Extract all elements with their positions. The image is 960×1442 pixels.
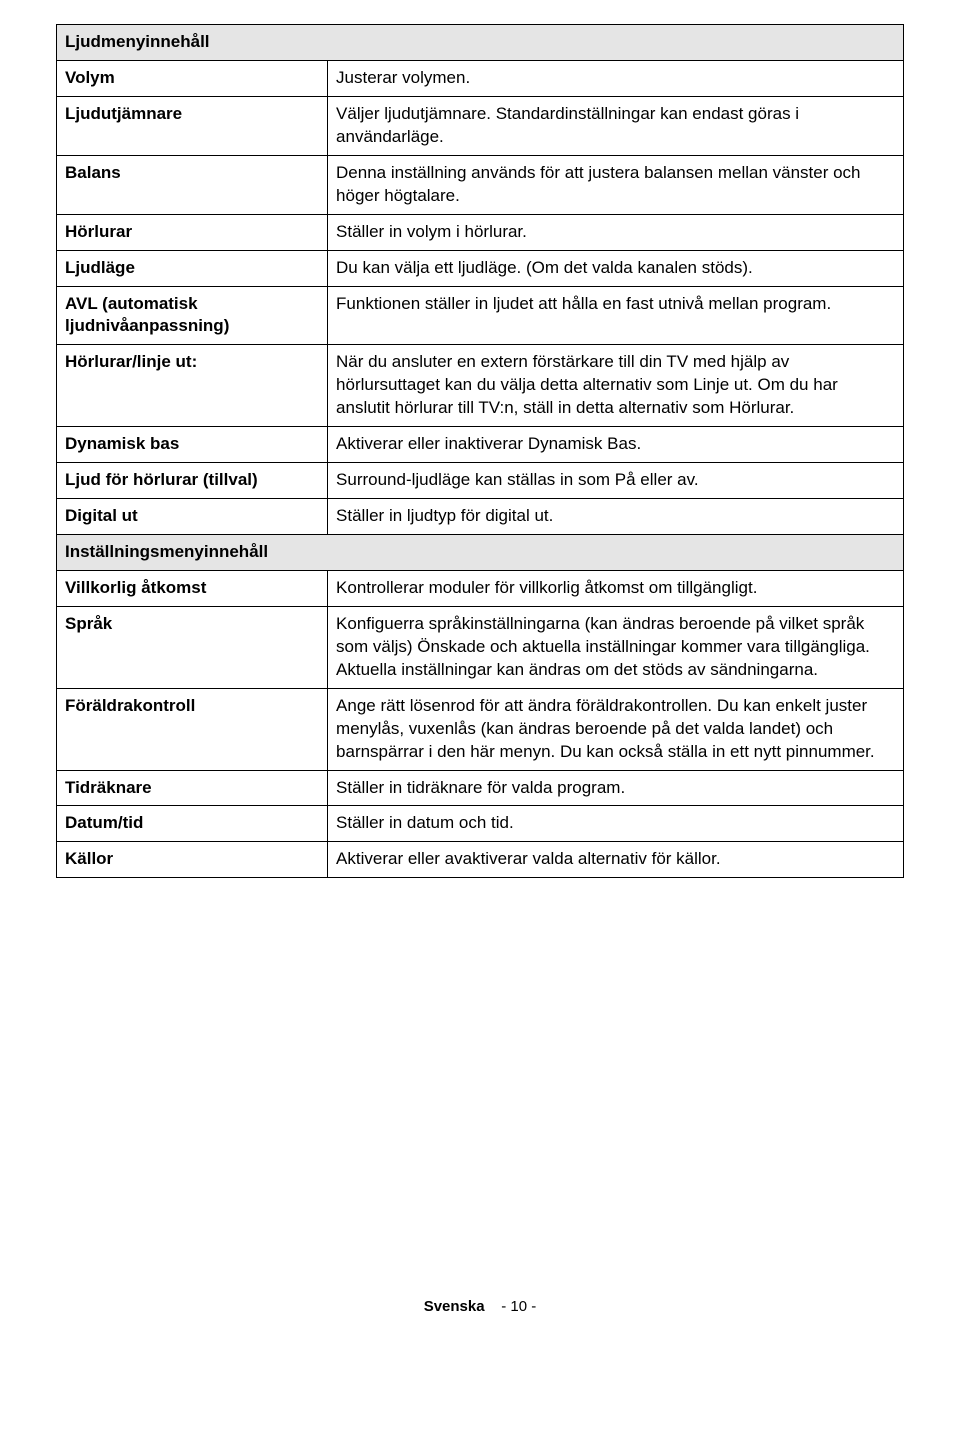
row-description: Surround-ljudläge kan ställas in som På … bbox=[328, 463, 904, 499]
table-row: Datum/tidStäller in datum och tid. bbox=[57, 806, 904, 842]
row-description: Funktionen ställer in ljudet att hålla e… bbox=[328, 286, 904, 345]
table-row: LjudutjämnareVäljer ljudutjämnare. Stand… bbox=[57, 96, 904, 155]
row-description: Ställer in volym i hörlurar. bbox=[328, 214, 904, 250]
row-label: Dynamisk bas bbox=[57, 427, 328, 463]
row-label: Källor bbox=[57, 842, 328, 878]
row-label: Balans bbox=[57, 155, 328, 214]
table-row: HörlurarStäller in volym i hörlurar. bbox=[57, 214, 904, 250]
row-description: Konfiguerra språkinställningarna (kan än… bbox=[328, 606, 904, 688]
row-description: Väljer ljudutjämnare. Standardinställnin… bbox=[328, 96, 904, 155]
table-row: SpråkKonfiguerra språkinställningarna (k… bbox=[57, 606, 904, 688]
footer-language: Svenska bbox=[424, 1298, 485, 1315]
table-row: AVL (automatisk ljudnivåanpassning)Funkt… bbox=[57, 286, 904, 345]
row-description: När du ansluter en extern förstärkare ti… bbox=[328, 345, 904, 427]
table-row: Digital utStäller in ljudtyp för digital… bbox=[57, 499, 904, 535]
row-description: Denna inställning används för att juster… bbox=[328, 155, 904, 214]
row-description: Ange rätt lösenrod för att ändra föräldr… bbox=[328, 688, 904, 770]
table-row: BalansDenna inställning används för att … bbox=[57, 155, 904, 214]
row-label: Språk bbox=[57, 606, 328, 688]
row-label: Hörlurar bbox=[57, 214, 328, 250]
row-label: Ljud för hörlurar (tillval) bbox=[57, 463, 328, 499]
page-footer: Svenska - 10 - bbox=[56, 1298, 904, 1315]
table-row: FöräldrakontrollAnge rätt lösenrod för a… bbox=[57, 688, 904, 770]
table-row: Villkorlig åtkomstKontrollerar moduler f… bbox=[57, 570, 904, 606]
row-description: Justerar volymen. bbox=[328, 60, 904, 96]
row-description: Ställer in ljudtyp för digital ut. bbox=[328, 499, 904, 535]
row-label: Ljudläge bbox=[57, 250, 328, 286]
row-description: Ställer in tidräknare för valda program. bbox=[328, 770, 904, 806]
row-label: Hörlurar/linje ut: bbox=[57, 345, 328, 427]
row-label: Datum/tid bbox=[57, 806, 328, 842]
row-label: AVL (automatisk ljudnivåanpassning) bbox=[57, 286, 328, 345]
row-label: Villkorlig åtkomst bbox=[57, 570, 328, 606]
sound-section-header-cell: Ljudmenyinnehåll bbox=[57, 25, 904, 61]
row-description: Ställer in datum och tid. bbox=[328, 806, 904, 842]
menu-table: LjudmenyinnehållVolymJusterar volymen.Lj… bbox=[56, 24, 904, 878]
table-row: Hörlurar/linje ut:När du ansluter en ext… bbox=[57, 345, 904, 427]
settings-section-header: Inställningsmenyinnehåll bbox=[57, 535, 904, 571]
table-row: VolymJusterar volymen. bbox=[57, 60, 904, 96]
row-label: Ljudutjämnare bbox=[57, 96, 328, 155]
table-row: KällorAktiverar eller avaktiverar valda … bbox=[57, 842, 904, 878]
row-label: Föräldrakontroll bbox=[57, 688, 328, 770]
row-label: Tidräknare bbox=[57, 770, 328, 806]
row-description: Du kan välja ett ljudläge. (Om det valda… bbox=[328, 250, 904, 286]
row-label: Volym bbox=[57, 60, 328, 96]
row-description: Kontrollerar moduler för villkorlig åtko… bbox=[328, 570, 904, 606]
row-description: Aktiverar eller inaktiverar Dynamisk Bas… bbox=[328, 427, 904, 463]
settings-section-header-cell: Inställningsmenyinnehåll bbox=[57, 535, 904, 571]
table-row: LjudlägeDu kan välja ett ljudläge. (Om d… bbox=[57, 250, 904, 286]
table-row: Ljud för hörlurar (tillval)Surround-ljud… bbox=[57, 463, 904, 499]
row-label: Digital ut bbox=[57, 499, 328, 535]
page-content: LjudmenyinnehållVolymJusterar volymen.Lj… bbox=[0, 0, 960, 1345]
sound-section-header: Ljudmenyinnehåll bbox=[57, 25, 904, 61]
footer-page-number: - 10 - bbox=[501, 1298, 536, 1315]
row-description: Aktiverar eller avaktiverar valda altern… bbox=[328, 842, 904, 878]
table-row: Dynamisk basAktiverar eller inaktiverar … bbox=[57, 427, 904, 463]
table-row: TidräknareStäller in tidräknare för vald… bbox=[57, 770, 904, 806]
